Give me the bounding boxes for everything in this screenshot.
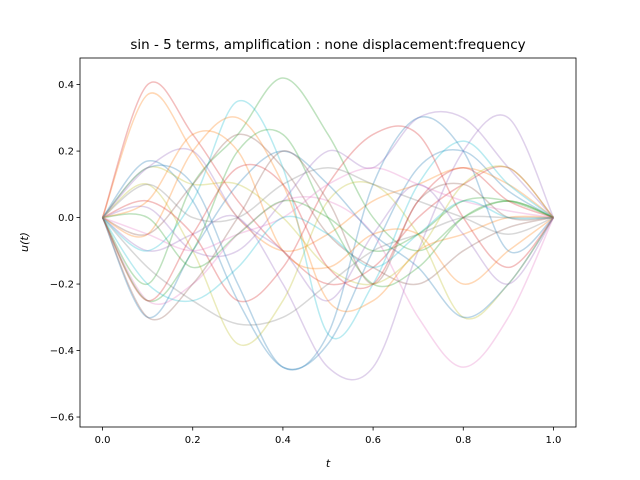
series-lines [101, 77, 555, 381]
y-axis-ticks: −0.6 −0.4 −0.2 0.0 0.2 0.4 [50, 80, 80, 424]
series-line-7 [101, 196, 555, 368]
x-tick-label: 0.8 [455, 435, 471, 446]
series-line-18 [102, 166, 554, 235]
y-tick-label: 0.2 [58, 147, 74, 158]
plot-frame [79, 57, 577, 428]
series-line-1 [101, 148, 554, 371]
series-line-2 [101, 92, 554, 252]
series-line-25 [101, 147, 555, 302]
series-line-10 [102, 99, 554, 340]
series-line-22 [102, 130, 554, 285]
series-line-5 [102, 114, 555, 381]
x-tick-label: 0.4 [275, 435, 291, 446]
series-line-12 [102, 116, 554, 313]
series-line-17 [102, 166, 554, 252]
series-line-15 [102, 110, 555, 258]
series-line-6 [102, 133, 554, 286]
x-tick-label: 1.0 [546, 435, 562, 446]
x-axis-label: t [326, 457, 331, 470]
series-line-16 [101, 150, 554, 321]
series-line-23 [102, 197, 554, 269]
series-line-3 [101, 77, 554, 285]
series-line-14 [102, 125, 555, 303]
y-tick-label: −0.4 [50, 346, 74, 357]
y-tick-label: −0.2 [50, 280, 74, 291]
series-line-21 [101, 116, 554, 371]
x-tick-label: 0.2 [185, 435, 201, 446]
x-axis-ticks: 0.0 0.2 0.4 0.6 0.8 1.0 [95, 427, 562, 446]
series-line-8 [101, 215, 554, 326]
x-tick-label: 0.0 [95, 435, 111, 446]
series-line-19 [101, 165, 555, 286]
series-line-9 [102, 181, 555, 347]
y-axis-label: u(t) [18, 232, 31, 252]
y-tick-label: −0.6 [50, 413, 74, 424]
series-line-24 [101, 163, 554, 302]
y-tick-label: 0.4 [58, 80, 74, 91]
x-tick-label: 0.6 [365, 435, 381, 446]
series-line-13 [101, 128, 554, 302]
series-line-4 [101, 81, 555, 286]
y-tick-label: 0.0 [58, 213, 74, 224]
series-line-20 [101, 200, 554, 303]
series-line-11 [101, 150, 555, 319]
chart-title: sin - 5 terms, amplification : none disp… [130, 37, 525, 53]
